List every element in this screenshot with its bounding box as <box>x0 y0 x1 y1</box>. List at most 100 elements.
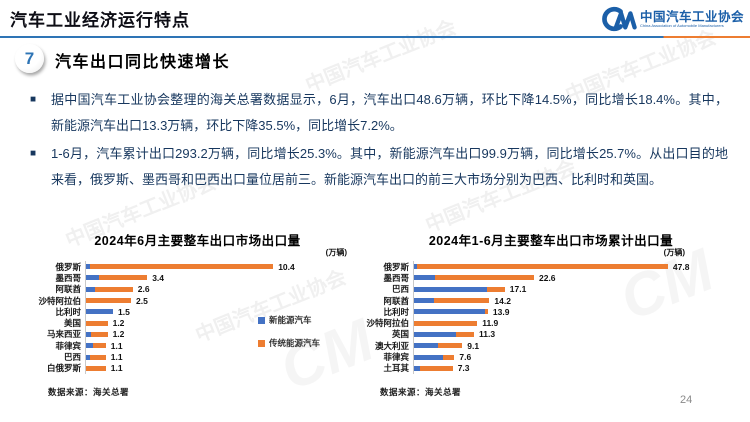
category-label: 比利时 <box>383 306 409 317</box>
bar-area: 11.9 <box>413 317 747 329</box>
org-name-en: China Association of Automobile Manufact… <box>639 22 724 28</box>
chart-row: 沙特阿拉伯 11.9 <box>355 317 747 329</box>
ice-bar-segment <box>419 365 453 371</box>
category-label: 土耳其 <box>383 363 409 374</box>
ice-bar-segment <box>487 286 505 292</box>
bar-value-label: 1.5 <box>118 306 130 317</box>
bullet-list: ■ 据中国汽车工业协会整理的海关总署数据显示，6月，汽车出口48.6万辆，环比下… <box>30 87 728 195</box>
ice-bar-segment <box>93 343 106 349</box>
section-heading: 汽车出口同比快速增长 <box>55 54 231 71</box>
ice-bar-segment <box>437 343 463 349</box>
nev-bar-segment <box>414 343 438 349</box>
bar-area: 1.1 <box>85 351 365 363</box>
bar-area: 17.1 <box>413 283 747 295</box>
ice-bar-segment <box>89 264 274 270</box>
ice-bar-segment <box>91 331 108 337</box>
section-number-badge: 7 <box>15 44 44 73</box>
legend-label: 传统能源汽车 <box>269 338 321 348</box>
bar-value-label: 9.1 <box>467 340 480 351</box>
chart-row: 菲律宾 1.1 <box>30 340 365 352</box>
bar-value-label: 11.3 <box>478 329 496 340</box>
nev-bar-segment <box>414 365 420 371</box>
org-name-cn: 中国汽车工业协会 <box>639 9 744 24</box>
legend-item-ice: 传统能源汽车 <box>258 337 320 349</box>
bar-value-label: 10.4 <box>278 261 295 272</box>
bullet-item: ■ 1-6月，汽车累计出口293.2万辆，同比增长25.3%。其中，新能源汽车出… <box>30 141 728 193</box>
ice-bar-segment <box>416 264 668 270</box>
bar-area: 1.2 <box>85 328 365 341</box>
bar-area: 47.8 <box>413 261 747 273</box>
bullet-item: ■ 据中国汽车工业协会整理的海关总署数据显示，6月，汽车出口48.6万辆，环比下… <box>30 87 728 139</box>
page-number: 24 <box>680 394 693 406</box>
bar-value-label: 2.6 <box>137 284 150 295</box>
bar-value-label: 14.2 <box>494 295 511 306</box>
chart-row: 比利时 13.9 <box>355 306 747 318</box>
category-label: 墨西哥 <box>383 272 409 283</box>
legend-item-nev: 新能源汽车 <box>258 314 320 326</box>
nev-bar-segment <box>414 275 435 281</box>
bar-area: 10.4 <box>85 261 365 273</box>
chart-rows: 俄罗斯 10.4 墨西哥 3.4 阿联酋 2.6 沙特阿拉伯 2.5 比利时 1.5 美国 1.2 马来… <box>30 261 365 374</box>
category-label: 阿联酋 <box>383 295 409 306</box>
category-label: 阿联酋 <box>55 284 81 295</box>
bar-value-label: 1.1 <box>110 340 123 351</box>
header-divider <box>0 36 750 38</box>
category-label: 沙特阿拉伯 <box>38 295 81 306</box>
category-label: 白俄罗斯 <box>46 363 81 374</box>
chart-unit-label: (万辆) <box>663 248 685 257</box>
bar-area: 7.6 <box>413 351 747 363</box>
ice-bar-segment <box>98 275 148 281</box>
bar-area: 1.1 <box>85 340 365 352</box>
ice-bar-segment <box>86 320 108 326</box>
bar-area: 14.2 <box>413 294 747 307</box>
org-logo: 中国汽车工业协会 China Association of Automobile… <box>593 5 744 33</box>
bar-value-label: 1.2 <box>112 318 125 329</box>
nev-swatch-icon <box>258 316 265 324</box>
bar-area: 22.6 <box>413 272 747 284</box>
ice-bar-segment <box>434 275 534 281</box>
category-label: 沙特阿拉伯 <box>366 318 409 329</box>
chart-june-exports: 2024年6月主要整车出口市场出口量 (万辆) 俄罗斯 10.4 墨西哥 3.4 阿联酋… <box>30 230 365 374</box>
ice-bar-segment <box>455 331 474 337</box>
nev-bar-segment <box>86 331 92 337</box>
bar-area: 1.2 <box>85 317 365 329</box>
chart-row: 巴西 17.1 <box>355 283 747 295</box>
chart-row: 俄罗斯 10.4 <box>30 261 365 273</box>
bullet-text: 据中国汽车工业协会整理的海关总署数据显示，6月，汽车出口48.6万辆，环比下降1… <box>51 92 728 133</box>
bar-area: 11.3 <box>413 328 747 341</box>
nev-bar-segment <box>414 286 488 292</box>
category-label: 比利时 <box>55 306 81 317</box>
nev-bar-segment <box>414 298 435 304</box>
bar-area: 7.3 <box>413 362 747 374</box>
bar-value-label: 7.6 <box>459 352 472 363</box>
nev-bar-segment <box>86 286 95 292</box>
category-label: 菲律宾 <box>55 340 81 351</box>
chart-row: 巴西 1.1 <box>30 351 365 363</box>
cm-logo-icon <box>602 6 637 32</box>
bar-value-label: 2.5 <box>136 295 148 306</box>
chart-title: 2024年1-6月主要整车出口市场累计出口量 <box>428 234 674 248</box>
bar-area: 1.5 <box>85 306 365 318</box>
nev-bar-segment <box>414 331 456 337</box>
chart-row: 马来西亚 1.2 <box>30 328 365 341</box>
category-label: 墨西哥 <box>55 272 81 283</box>
chart-row: 美国 1.2 <box>30 317 365 329</box>
category-label: 澳大利亚 <box>374 340 409 351</box>
ice-bar-segment <box>442 354 455 360</box>
bar-value-label: 1.1 <box>110 363 123 374</box>
category-label: 菲律宾 <box>383 352 409 363</box>
chart-row: 墨西哥 3.4 <box>30 272 365 284</box>
category-label: 巴西 <box>63 352 81 363</box>
chart-legend: 新能源汽车 传统能源汽车 <box>258 314 320 360</box>
bar-value-label: 1.1 <box>110 352 123 363</box>
nev-bar-segment <box>414 264 417 270</box>
nev-bar-segment <box>86 354 90 360</box>
page-title: 汽车工业经济运行特点 <box>10 11 190 30</box>
bar-value-label: 47.8 <box>672 261 690 272</box>
chart-row: 英国 11.3 <box>355 328 747 341</box>
nev-bar-segment <box>86 264 90 270</box>
category-label: 俄罗斯 <box>383 261 409 272</box>
bar-area: 13.9 <box>413 306 747 318</box>
data-source-note: 数据来源：海关总署 <box>380 387 462 397</box>
chart-row: 阿联酋 14.2 <box>355 294 747 307</box>
